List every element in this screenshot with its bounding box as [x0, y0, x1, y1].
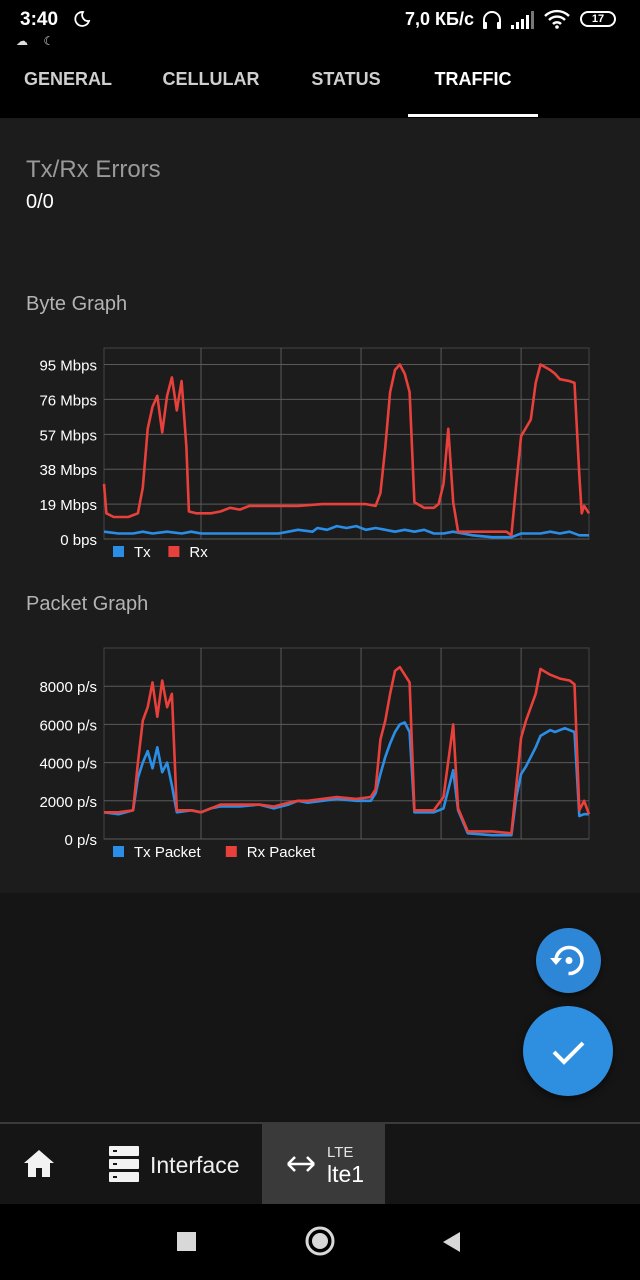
plot-border: [103, 347, 590, 540]
wifi-icon: [544, 9, 570, 29]
y-tick-label: 76 Mbps: [39, 392, 97, 409]
apply-button[interactable]: [523, 1006, 613, 1096]
network-speed: 7,0 КБ/с: [405, 9, 474, 29]
home-circle-icon[interactable]: [304, 1225, 336, 1257]
tab-cellular[interactable]: CELLULAR: [162, 69, 260, 89]
series-line-rx-packet: [104, 665, 591, 835]
legend-swatch: [113, 846, 124, 857]
nav-interface-label[interactable]: Interface: [150, 1152, 240, 1178]
y-tick-label: 4000 p/s: [39, 756, 97, 773]
y-tick-label: 8000 p/s: [39, 679, 97, 696]
legend-label: Rx: [189, 544, 208, 561]
y-tick-label: 0 bps: [60, 532, 97, 549]
legend-swatch: [168, 546, 180, 557]
y-tick-label: 38 Mbps: [39, 462, 97, 479]
legend-label: Rx Packet: [247, 844, 316, 861]
restore-icon: [550, 945, 584, 976]
reset-button[interactable]: [536, 928, 601, 993]
tab-status[interactable]: STATUS: [311, 69, 381, 89]
y-tick-label: 2000 p/s: [39, 794, 97, 811]
y-tick-label: 95 Mbps: [39, 358, 97, 375]
moon-icon: [74, 11, 91, 27]
status-time: 3:40: [20, 9, 59, 30]
series-line-tx-packet: [103, 721, 589, 837]
back-icon[interactable]: [440, 1230, 462, 1254]
recents-icon[interactable]: [177, 1232, 196, 1251]
lte-name: lte1: [327, 1161, 365, 1187]
series-line-tx: [103, 524, 589, 539]
legend-label: Tx: [134, 544, 151, 561]
home-icon[interactable]: [21, 1146, 57, 1182]
packet-graph: 0 p/s 2000 p/s 4000 p/s 6000 p/s 8000 p/s Tx …: [39, 647, 591, 861]
legend-swatch: [225, 846, 237, 857]
battery-icon: 17: [580, 11, 616, 27]
y-tick-label: 57 Mbps: [39, 427, 97, 444]
server-icon: [109, 1146, 139, 1182]
tab-general[interactable]: GENERAL: [23, 69, 112, 89]
y-tick-label: 6000 p/s: [39, 717, 97, 734]
lte-type: LTE: [327, 1144, 354, 1161]
status-bar: 3:40 ☁ ☾ 7,0 КБ/с 17: [0, 0, 640, 56]
legend-swatch: [113, 546, 124, 557]
legend-label: Tx Packet: [134, 844, 202, 861]
tab-traffic[interactable]: TRAFFIC: [434, 69, 512, 89]
headphones-icon: [483, 11, 501, 29]
byte-graph-title: Byte Graph: [26, 293, 128, 315]
nav-lte-item[interactable]: LTE lte1: [262, 1124, 385, 1204]
y-tick-label: 0 p/s: [64, 832, 97, 849]
bottom-nav: Interface LTE lte1: [0, 1122, 640, 1206]
tab-bar: GENERAL CELLULAR STATUS TRAFFIC: [0, 56, 640, 118]
packet-graph-title: Packet Graph: [26, 593, 149, 615]
notification-icons: ☁ ☾: [16, 34, 61, 48]
left-right-arrow-icon: [287, 1156, 315, 1172]
traffic-panel: Tx/Rx Errors 0/0 Byte Graph 0 bps 19 Mbps…: [0, 118, 640, 893]
byte-graph: 0 bps 19 Mbps 38 Mbps 57 Mbps 76 Mbps 95 Mbps…: [39, 347, 591, 561]
y-tick-label: 19 Mbps: [39, 497, 97, 514]
check-icon: [552, 1041, 585, 1065]
errors-label: Tx/Rx Errors: [26, 156, 161, 183]
errors-value: 0/0: [26, 191, 54, 213]
signal-icon: [511, 11, 534, 29]
active-tab-indicator: [408, 114, 538, 117]
system-nav-bar: [0, 1204, 640, 1280]
series-line-rx: [102, 363, 591, 537]
